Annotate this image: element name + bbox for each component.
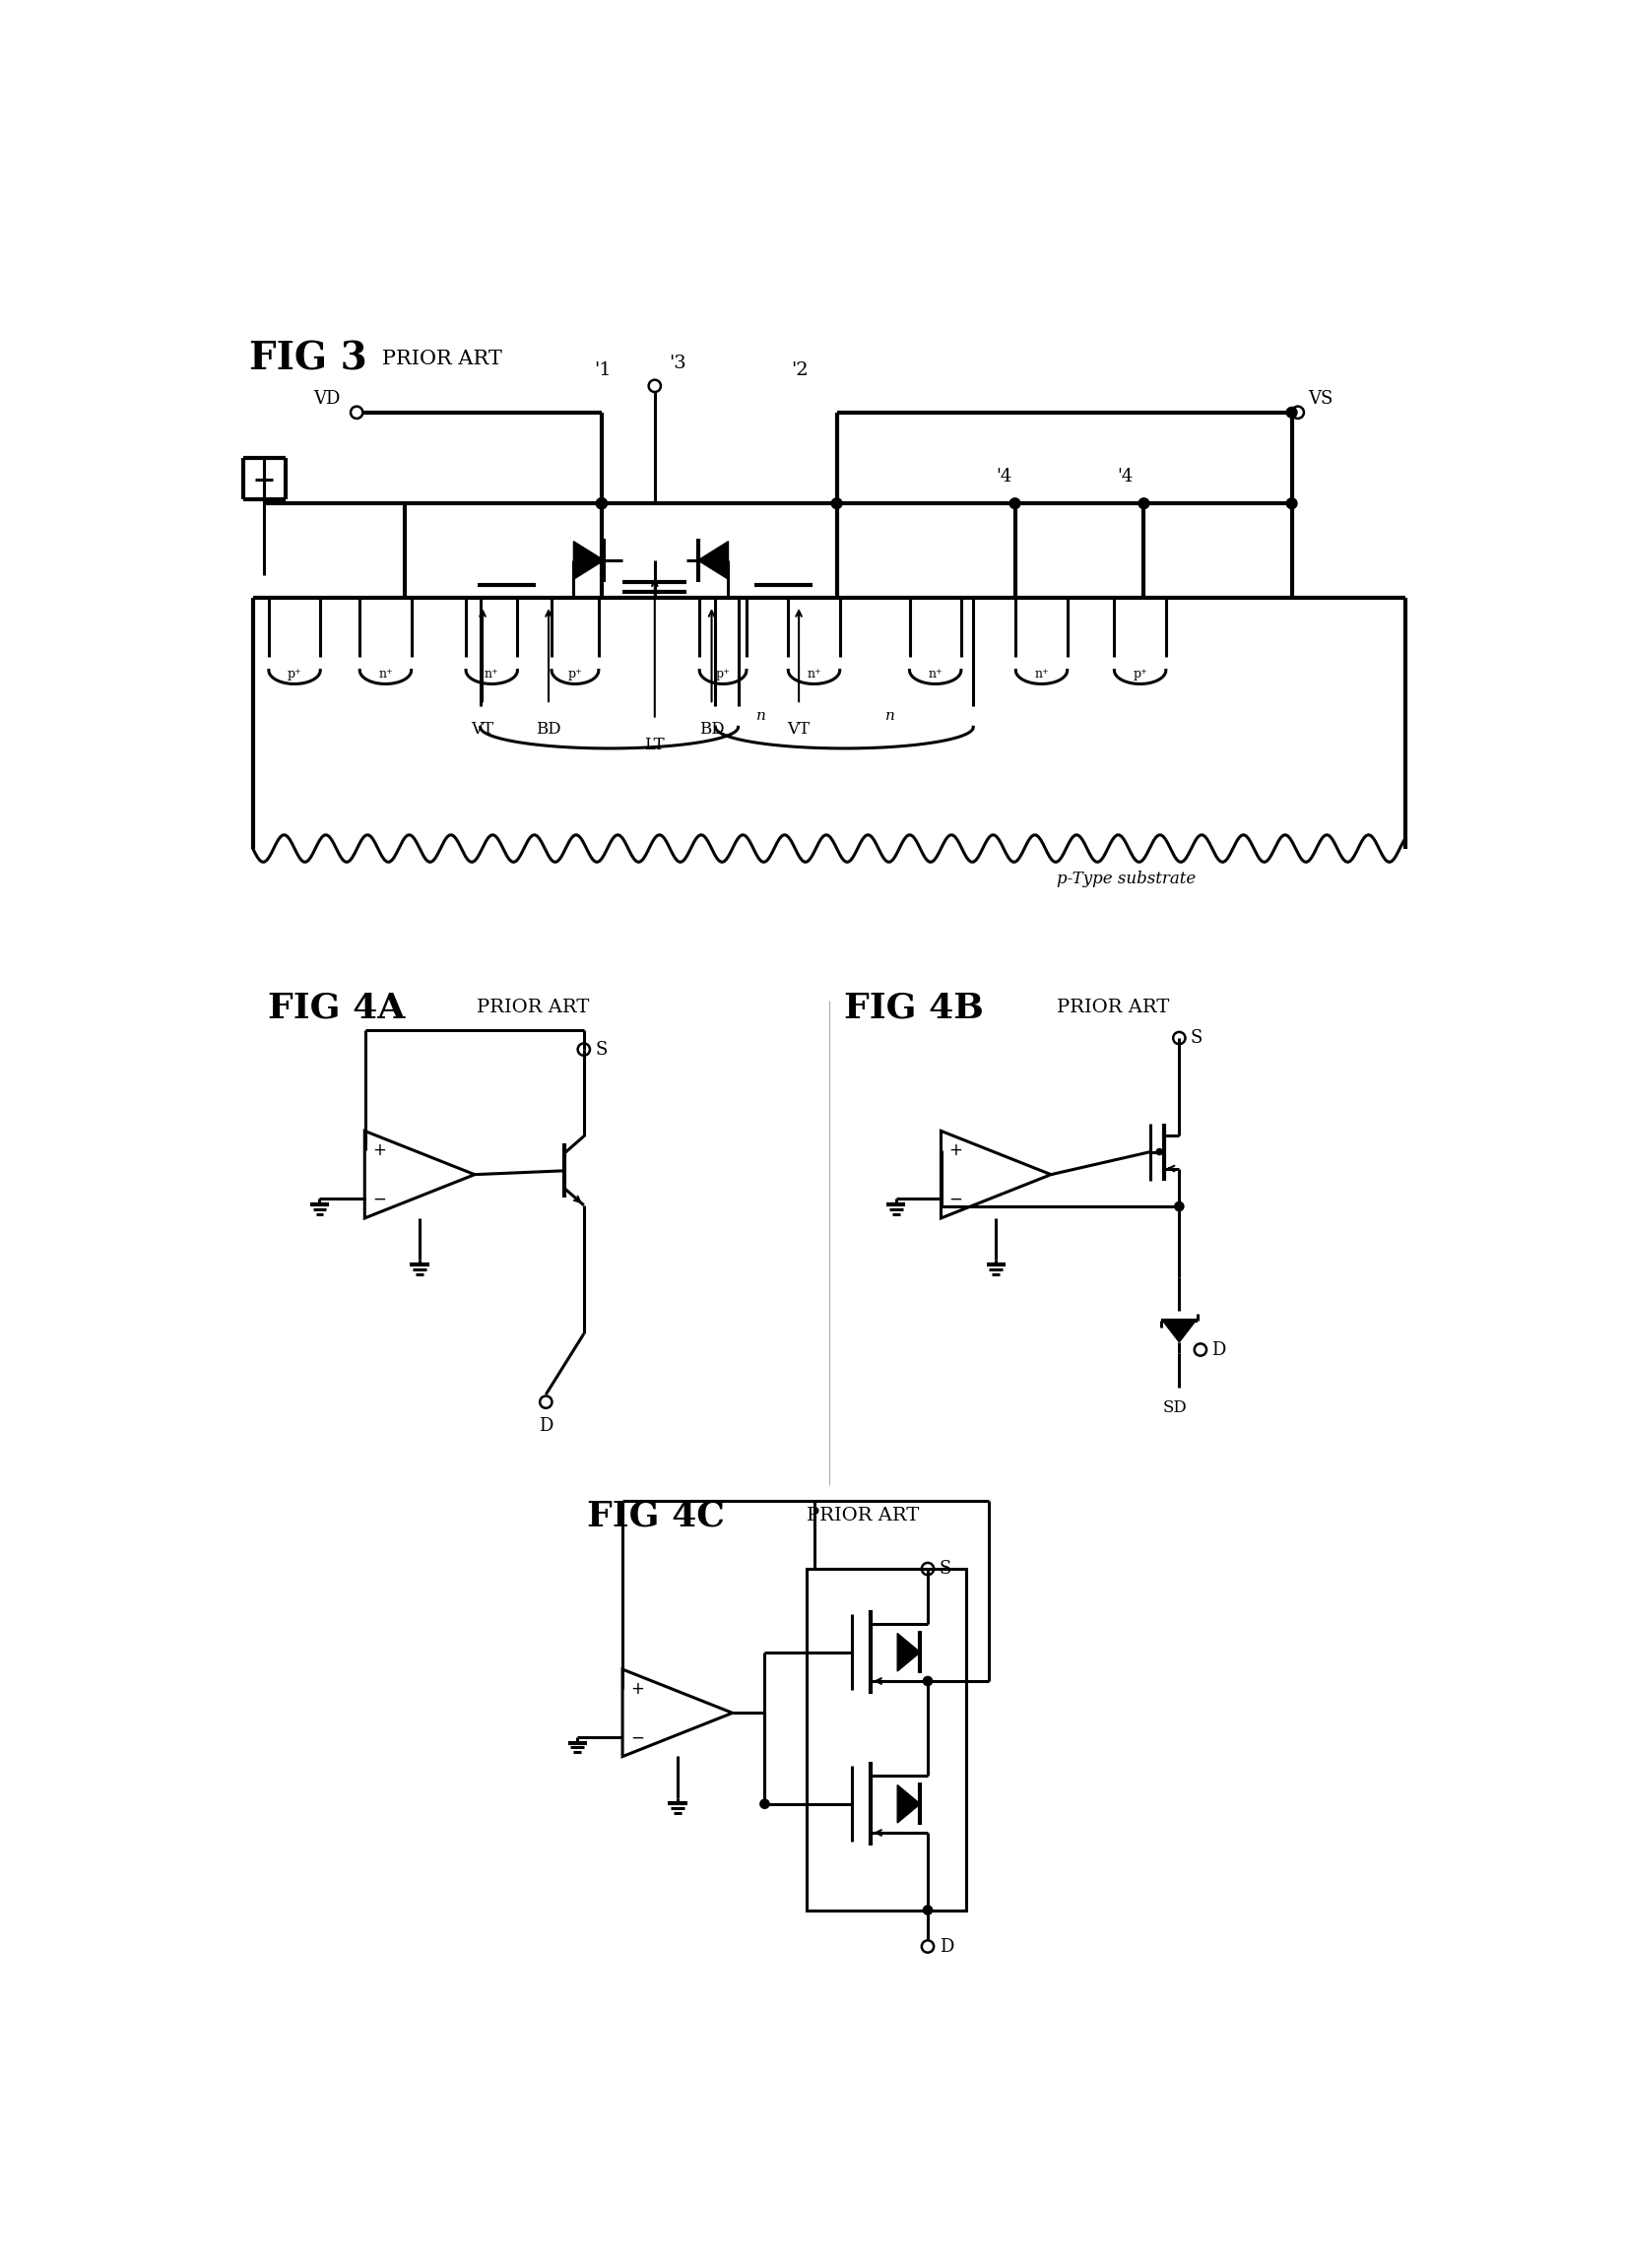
Circle shape — [1156, 1150, 1163, 1154]
Text: VT: VT — [787, 721, 810, 737]
Text: FIG 4C: FIG 4C — [587, 1499, 724, 1533]
Text: FIG 4B: FIG 4B — [844, 991, 984, 1025]
Text: BD: BD — [699, 721, 724, 737]
Text: VT: VT — [472, 721, 494, 737]
Circle shape — [1286, 408, 1298, 417]
Text: −: − — [948, 1191, 963, 1209]
Text: FIG 4A: FIG 4A — [268, 991, 405, 1025]
Text: n: n — [756, 710, 766, 723]
Circle shape — [597, 499, 606, 508]
Polygon shape — [698, 542, 728, 578]
Text: p⁺: p⁺ — [567, 667, 582, 680]
Text: n⁺: n⁺ — [379, 667, 393, 680]
Text: D: D — [538, 1418, 553, 1436]
Circle shape — [924, 1905, 932, 1914]
Text: D: D — [1211, 1340, 1226, 1359]
Text: p-Type substrate: p-Type substrate — [1057, 871, 1195, 887]
Text: p⁺: p⁺ — [715, 667, 730, 680]
Text: PRIOR ART: PRIOR ART — [382, 349, 502, 370]
Polygon shape — [898, 1633, 920, 1672]
Text: +: + — [631, 1681, 644, 1696]
Polygon shape — [1163, 1320, 1195, 1343]
Text: S: S — [595, 1041, 608, 1059]
Text: −: − — [631, 1728, 644, 1746]
Text: p⁺: p⁺ — [288, 667, 302, 680]
Text: S: S — [940, 1560, 951, 1579]
Text: n⁺: n⁺ — [1034, 667, 1049, 680]
Text: n⁺: n⁺ — [806, 667, 821, 680]
Text: n⁺: n⁺ — [485, 667, 499, 680]
Text: '4: '4 — [1117, 467, 1133, 485]
Text: S: S — [1190, 1030, 1203, 1048]
Text: '3: '3 — [668, 354, 686, 372]
Text: +: + — [372, 1141, 385, 1159]
Text: VD: VD — [314, 390, 340, 408]
Text: BD: BD — [537, 721, 561, 737]
Text: '2: '2 — [792, 363, 808, 379]
Text: FIG 3: FIG 3 — [249, 340, 367, 379]
Polygon shape — [898, 1785, 920, 1823]
Circle shape — [1174, 1202, 1184, 1211]
Circle shape — [759, 1799, 769, 1808]
Text: VS: VS — [1309, 390, 1333, 408]
Circle shape — [597, 499, 606, 508]
Circle shape — [831, 499, 842, 508]
Circle shape — [1138, 499, 1150, 508]
Text: '4: '4 — [997, 467, 1011, 485]
Circle shape — [1010, 499, 1020, 508]
Circle shape — [1286, 499, 1298, 508]
Circle shape — [597, 499, 606, 508]
Text: n⁺: n⁺ — [928, 667, 943, 680]
Text: D: D — [940, 1937, 953, 1955]
Text: n: n — [885, 710, 894, 723]
Polygon shape — [574, 542, 603, 578]
Text: PRIOR ART: PRIOR ART — [1057, 998, 1169, 1016]
Text: LT: LT — [644, 737, 665, 753]
Text: '1: '1 — [593, 363, 611, 379]
Bar — [806, 1569, 966, 1910]
Text: −: − — [372, 1191, 385, 1209]
Circle shape — [924, 1676, 932, 1685]
Text: PRIOR ART: PRIOR ART — [476, 998, 589, 1016]
Text: p⁺: p⁺ — [1133, 667, 1148, 680]
Text: PRIOR ART: PRIOR ART — [806, 1506, 919, 1524]
Text: +: + — [948, 1141, 963, 1159]
Text: SD: SD — [1163, 1399, 1187, 1415]
